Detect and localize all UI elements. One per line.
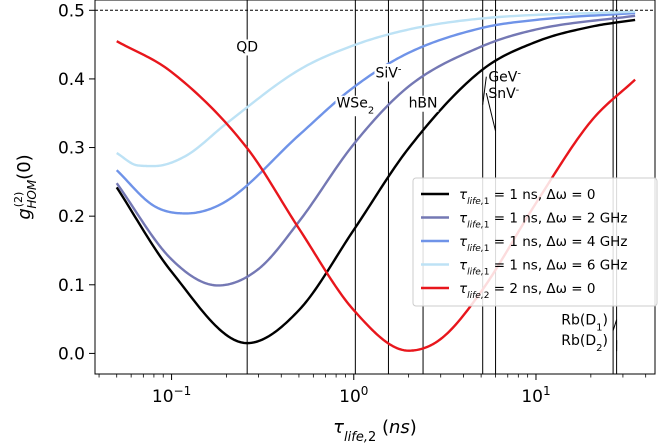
y-tick-label-0.1: 0.1	[58, 276, 85, 296]
annotation-bg-qd	[235, 39, 260, 56]
annotation-label-rbd1: Rb(D1)	[561, 313, 608, 334]
annotation-label-wse2: WSe2	[336, 96, 374, 117]
y-tick-label-0.4: 0.4	[58, 70, 85, 90]
series-line-3	[116, 10, 636, 168]
annotation-label-gev: GeV-	[488, 68, 521, 86]
legend-label-1: τlife,1 = 1 ns, Δω = 2 GHz	[459, 211, 627, 231]
annotation-bg-hbn	[407, 95, 439, 112]
legend-label-0: τlife,1 = 1 ns, Δω = 0	[459, 187, 595, 207]
x-tick-label-−1: 10−1	[152, 384, 191, 407]
series-line-1	[115, 14, 636, 287]
y-tick-label-0.3: 0.3	[58, 139, 85, 159]
annotation-bg-wse2	[335, 95, 376, 117]
annotation-label-rbd2: Rb(D2)	[561, 333, 608, 354]
annotation-bg-siv	[374, 64, 403, 82]
legend-label-4: τlife,2 = 2 ns, Δω = 0	[459, 281, 595, 301]
legend-box	[412, 177, 658, 307]
legend-label-2: τlife,1 = 1 ns, Δω = 4 GHz	[459, 234, 627, 254]
series-line-0	[115, 18, 636, 345]
annotation-leader-gev	[482, 76, 487, 105]
y-tick-label-0.2: 0.2	[58, 207, 85, 227]
series-line-2	[115, 11, 636, 215]
annotation-leader-rbd1	[612, 319, 618, 331]
series-line-4	[116, 40, 636, 352]
axis-ticks: 0.0 0.1 0.2 0.3 0.4 0.5 10−1 100 101	[58, 1, 647, 407]
y-axis-title: g(2)HOM(0)	[12, 154, 39, 219]
annotation-label-snv: SnV-	[488, 85, 519, 103]
y-tick-label-0.0: 0.0	[58, 344, 85, 364]
y-tick-label-0.5: 0.5	[58, 1, 85, 21]
axis-titles: τlife,2 (ns) g(2)HOM(0)	[12, 154, 417, 444]
series-lines	[115, 10, 636, 352]
x-tick-label-0: 100	[339, 384, 368, 407]
annotation-label-siv: SiV-	[375, 64, 401, 82]
annotation-label-hbn: hBN	[409, 96, 438, 112]
annotation-label-qd: QD	[236, 39, 258, 55]
annotation-leader-snv	[485, 93, 497, 132]
legend: τlife,1 = 1 ns, Δω = 0 τlife,1 = 1 ns, Δω…	[412, 177, 658, 307]
legend-label-3: τlife,1 = 1 ns, Δω = 6 GHz	[459, 258, 627, 278]
x-axis-title: τlife,2 (ns)	[333, 417, 417, 444]
x-tick-label-1: 101	[521, 384, 550, 407]
